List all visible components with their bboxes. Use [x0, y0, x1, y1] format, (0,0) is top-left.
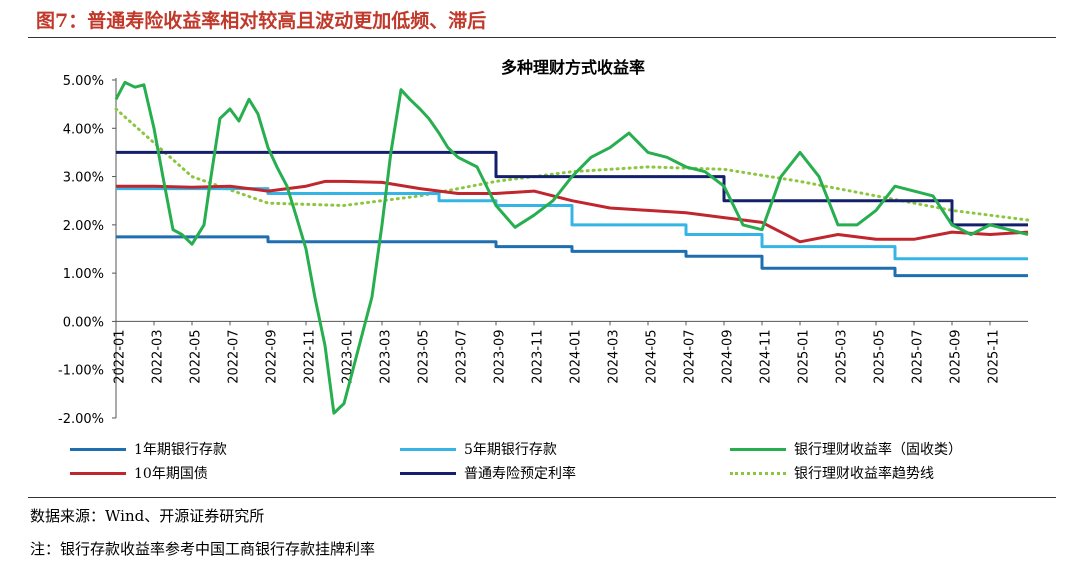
chart-title: 多种理财方式收益率: [501, 58, 645, 77]
y-tick-label: 2.00%: [63, 219, 104, 234]
x-tick-label: 2025-11: [987, 329, 1002, 383]
footnote: 注：银行存款收益率参考中国工商银行存款挂牌利率: [30, 540, 376, 558]
y-tick-label: 1.00%: [63, 267, 104, 282]
x-tick-label: 2025-07: [911, 329, 926, 383]
x-tick-label: 2024-05: [645, 329, 660, 383]
x-tick-label: 2023-03: [379, 329, 394, 383]
chart-area: 多种理财方式收益率 5.00% 4.00% 3.00% 2.00% 1.00% 0.00%…: [58, 58, 1030, 427]
axes: 5.00% 4.00% 3.00% 2.00% 1.00% 0.00% -1.00% -2.0…: [58, 74, 1028, 427]
x-tick-label: 2024-03: [607, 329, 622, 383]
x-tick-label: 2022-03: [151, 329, 166, 383]
bottom-rule: [28, 497, 1056, 498]
y-tick-label: 3.00%: [63, 171, 104, 186]
y-tick-label: 0.00%: [63, 315, 104, 330]
y-tick-label: 5.00%: [63, 74, 104, 89]
x-tick-label: 2024-07: [683, 329, 698, 383]
x-tick-label: 2024-09: [721, 329, 736, 383]
x-tick-label: 2022-09: [265, 329, 280, 383]
top-rule: [28, 37, 1056, 38]
series-line-2: [114, 80, 1029, 415]
x-tick-label: 2023-07: [455, 329, 470, 383]
x-tick-label: 2024-01: [569, 329, 584, 383]
x-tick-label: 2022-07: [227, 329, 242, 383]
x-tick-label: 2022-01: [113, 329, 128, 383]
figure-title: 图7：普通寿险收益率相对较高且波动更加低频、滞后: [36, 10, 487, 32]
x-tick-label: 2022-11: [303, 329, 318, 383]
x-tick-label: 2022-05: [189, 329, 204, 383]
x-tick-label: 2023-05: [417, 329, 432, 383]
series-line-5: [114, 107, 1030, 222]
data-source: 数据来源：Wind、开源证券研究所: [30, 507, 265, 525]
y-tick-label: 4.00%: [63, 122, 104, 137]
x-tick-label: 2025-05: [873, 329, 888, 383]
x-tick-label: 2023-09: [493, 329, 508, 383]
series-line-3: [116, 179, 1029, 244]
series-line-1: [116, 187, 1028, 261]
y-tick-label: -1.00%: [58, 364, 104, 379]
x-tick-label: 2025-09: [949, 329, 964, 383]
series-line-0: [116, 235, 1028, 278]
series-layer: [114, 80, 1030, 415]
x-tick-label: 2025-03: [835, 329, 850, 383]
x-tick-label: 2024-11: [759, 329, 774, 383]
x-tick-label: 2023-11: [531, 329, 546, 383]
y-tick-label: -2.00%: [58, 412, 104, 427]
x-tick-label: 2025-01: [797, 329, 812, 383]
x-tick-label: 2023-01: [341, 329, 356, 383]
